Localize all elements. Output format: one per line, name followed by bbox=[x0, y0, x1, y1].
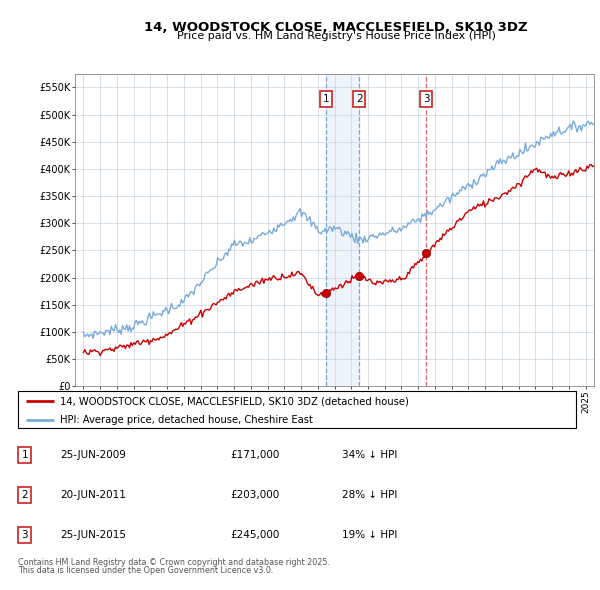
Text: 19% ↓ HPI: 19% ↓ HPI bbox=[341, 530, 397, 540]
Text: 2: 2 bbox=[356, 94, 362, 104]
Text: Price paid vs. HM Land Registry's House Price Index (HPI): Price paid vs. HM Land Registry's House … bbox=[176, 31, 496, 41]
Text: £171,000: £171,000 bbox=[230, 450, 280, 460]
FancyBboxPatch shape bbox=[18, 391, 576, 428]
Text: 25-JUN-2009: 25-JUN-2009 bbox=[60, 450, 126, 460]
Text: 1: 1 bbox=[322, 94, 329, 104]
Text: HPI: Average price, detached house, Cheshire East: HPI: Average price, detached house, Ches… bbox=[60, 415, 313, 425]
Text: 3: 3 bbox=[423, 94, 430, 104]
Text: Contains HM Land Registry data © Crown copyright and database right 2025.: Contains HM Land Registry data © Crown c… bbox=[18, 558, 330, 566]
Text: 28% ↓ HPI: 28% ↓ HPI bbox=[341, 490, 397, 500]
Text: 1: 1 bbox=[22, 450, 28, 460]
Text: £203,000: £203,000 bbox=[230, 490, 279, 500]
Text: £245,000: £245,000 bbox=[230, 530, 280, 540]
Text: This data is licensed under the Open Government Licence v3.0.: This data is licensed under the Open Gov… bbox=[18, 566, 274, 575]
Text: 14, WOODSTOCK CLOSE, MACCLESFIELD, SK10 3DZ (detached house): 14, WOODSTOCK CLOSE, MACCLESFIELD, SK10 … bbox=[60, 396, 409, 406]
Text: 2: 2 bbox=[22, 490, 28, 500]
Bar bbox=[326, 74, 359, 386]
Text: 20-JUN-2011: 20-JUN-2011 bbox=[60, 490, 126, 500]
Text: 34% ↓ HPI: 34% ↓ HPI bbox=[341, 450, 397, 460]
Text: 14, WOODSTOCK CLOSE, MACCLESFIELD, SK10 3DZ: 14, WOODSTOCK CLOSE, MACCLESFIELD, SK10 … bbox=[144, 21, 528, 34]
Text: 3: 3 bbox=[22, 530, 28, 540]
Text: 25-JUN-2015: 25-JUN-2015 bbox=[60, 530, 126, 540]
